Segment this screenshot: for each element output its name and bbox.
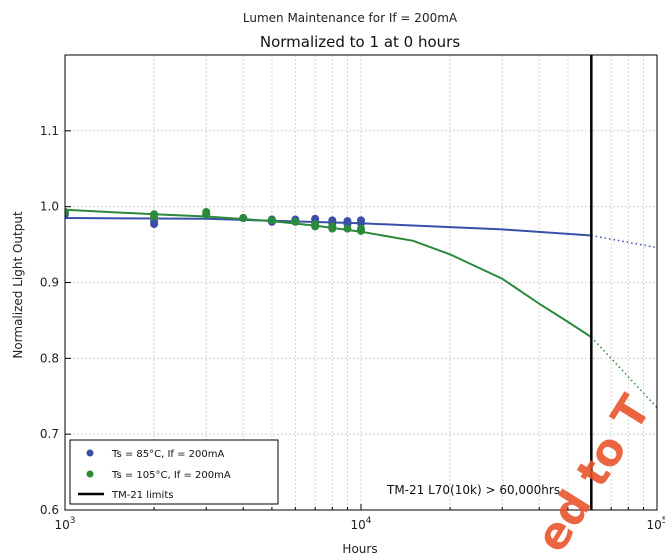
y-tick-label: 0.7 [40, 427, 59, 441]
legend: Ts = 85°C, If = 200mA Ts = 105°C, If = 2… [69, 439, 279, 505]
y-tick-label: 1.0 [40, 200, 59, 214]
data-point-series-0 [150, 220, 159, 229]
projection-line-series-0 [591, 234, 657, 249]
legend-marker-105c [86, 470, 94, 478]
data-point-series-1 [239, 214, 248, 223]
data-point-series-1 [343, 224, 352, 233]
chart-subtitle: Normalized to 1 at 0 hours [260, 33, 460, 51]
data-point-series-1 [328, 224, 337, 233]
data-point-series-1 [311, 222, 320, 231]
data-point-series-1 [357, 226, 365, 235]
x-tick-label: 103 [54, 516, 75, 532]
x-tick-label: 105 [646, 516, 665, 532]
grid-lines [65, 55, 657, 510]
watermark-text: ed to T [526, 387, 661, 560]
data-point-series-1 [291, 217, 300, 226]
data-point-series-1 [267, 216, 276, 225]
y-axis-label: Normalized Light Output [11, 211, 25, 359]
legend-label-105c: Ts = 105°C, If = 200mA [111, 470, 231, 481]
x-axis-label: Hours [342, 542, 377, 556]
y-tick-label: 0.8 [40, 351, 59, 365]
fit-line-series-1 [65, 208, 592, 338]
legend-label-85c: Ts = 85°C, If = 200mA [111, 449, 224, 460]
chart-title: Lumen Maintenance for If = 200mA [243, 11, 458, 25]
y-tick-label: 1.1 [40, 124, 59, 138]
y-axis-ticks: 0.6 0.7 0.8 0.9 1.0 1.1 [40, 124, 71, 517]
series-layer [65, 55, 657, 510]
data-point-series-1 [150, 212, 159, 221]
legend-label-tm21: TM-21 limits [111, 490, 173, 501]
tm21-annotation: TM-21 L70(10k) > 60,000hrs [386, 483, 560, 497]
legend-marker-85c [86, 449, 94, 457]
y-tick-label: 0.9 [40, 276, 59, 290]
plot-frame [64, 54, 658, 511]
data-point-series-1 [65, 207, 69, 216]
y-tick-label: 0.6 [40, 503, 59, 517]
data-point-series-1 [202, 210, 211, 219]
x-tick-label: 104 [350, 516, 371, 532]
legend-box [69, 439, 279, 505]
